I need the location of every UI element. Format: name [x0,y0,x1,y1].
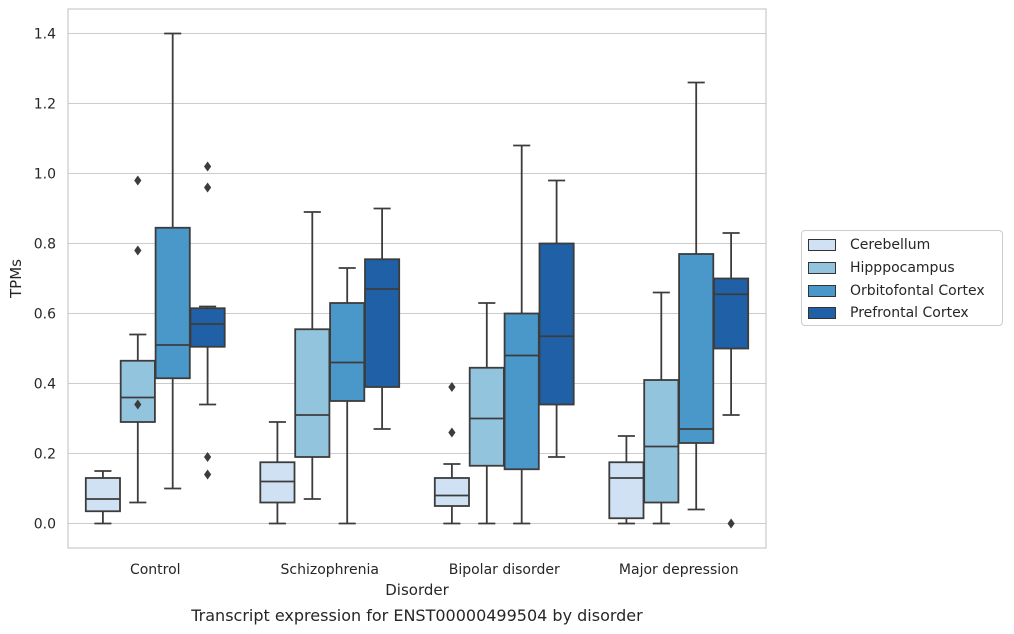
box-iqr [713,277,750,350]
chart-caption: Transcript expression for ENST0000049950… [191,606,643,625]
plot-frame [67,8,767,549]
box-iqr [364,258,401,388]
legend-label: Hipppocampus [850,260,955,276]
box-3-4 [678,81,715,511]
box-iqr [154,226,191,380]
box-iqr [294,328,331,458]
y-tick-label: 0.4 [34,377,56,393]
outlier-point [204,161,212,172]
box-iqr [643,379,680,504]
box-iqr [468,366,505,467]
y-tick-label: 1.4 [34,27,56,43]
x-tick-label: Control [130,562,181,578]
legend-label: Orbitofontal Cortex [850,283,985,299]
outlier-point [134,175,142,186]
legend-swatch [808,239,836,251]
box-1-3 [433,382,470,525]
box-2-3 [468,302,505,525]
box-iqr [503,312,540,471]
outlier-point [134,399,142,410]
box-2-2 [294,211,331,500]
box-4-1 [189,161,226,480]
y-tick-label: 1.0 [34,167,56,183]
box-4-4 [713,232,750,529]
legend-item-cerebellum: Cerebellum [808,235,930,255]
box-3-1 [154,32,191,490]
box-iqr [678,253,715,444]
legend-label: Prefrontal Cortex [850,305,969,321]
box-iqr [329,302,366,402]
box-1-2 [259,421,296,525]
legend-swatch [808,307,836,319]
legend-swatch [808,285,836,297]
x-tick-label: Major depression [619,562,739,578]
box-3-3 [503,144,540,525]
x-tick-label: Bipolar disorder [449,562,560,578]
legend-swatch [808,262,836,274]
box-iqr [608,461,645,520]
box-1-4 [608,435,645,525]
box-2-4 [643,291,680,525]
y-tick-label: 0.2 [34,447,56,463]
box-iqr [84,477,121,513]
legend-label: Cerebellum [850,237,931,253]
legend-item-orbitofrontal-cortex: Orbitofontal Cortex [808,281,985,301]
x-axis-label: Disorder [385,581,449,599]
x-tick-label: Schizophrenia [281,562,379,578]
y-tick-label: 1.2 [34,97,56,113]
box-iqr [119,359,156,423]
y-tick-label: 0.6 [34,307,56,323]
y-tick-label: 0.0 [34,517,56,533]
box-2-1 [119,175,156,504]
outlier-point [727,518,735,529]
outlier-point [134,245,142,256]
box-iqr [433,477,470,507]
legend-item-prefrontal-cortex: Prefrontal Cortex [808,303,969,323]
legend: Cerebellum Hipppocampus Orbitofontal Cor… [801,230,1003,326]
box-iqr [538,242,575,406]
outlier-point [204,452,212,462]
y-axis-label: TPMs [7,259,25,299]
legend-item-hippocampus: Hipppocampus [808,258,955,278]
box-4-3 [538,179,575,458]
box-4-2 [364,207,401,430]
outlier-point [204,469,212,480]
outlier-point [448,427,456,438]
box-iqr [189,307,226,348]
outlier-point [448,382,456,392]
y-tick-label: 0.8 [34,237,56,253]
box-1-1 [84,470,121,525]
outlier-point [204,182,212,193]
